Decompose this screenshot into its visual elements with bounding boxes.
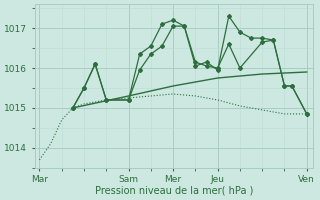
X-axis label: Pression niveau de la mer( hPa ): Pression niveau de la mer( hPa ) [95,186,253,196]
